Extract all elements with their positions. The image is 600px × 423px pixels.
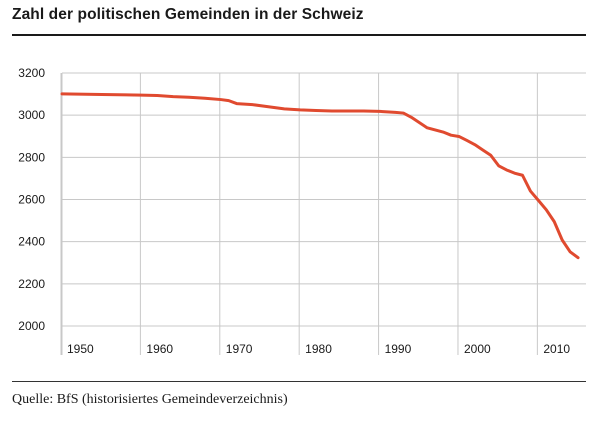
chart-grid xyxy=(60,72,586,355)
y-tick-label: 3200 xyxy=(18,66,45,80)
line-chart: 2000 2200 2400 2600 2800 3000 3200 1950 1960 197… xyxy=(18,66,586,356)
y-tick-label: 2800 xyxy=(18,150,45,164)
y-tick-label: 3000 xyxy=(18,108,45,122)
x-tick-label: 1970 xyxy=(226,342,253,356)
y-tick-label: 2200 xyxy=(18,277,45,291)
x-tick-label: 1960 xyxy=(146,342,173,356)
source-divider xyxy=(12,381,586,382)
title-divider xyxy=(12,34,586,36)
chart-series xyxy=(60,92,580,260)
y-tick-label: 2000 xyxy=(18,319,45,333)
source-note: Quelle: BfS (historisiertes Gemeindeverz… xyxy=(12,392,288,407)
x-tick-label: 2010 xyxy=(543,342,570,356)
x-tick-label: 2000 xyxy=(464,342,491,356)
x-tick-label: 1980 xyxy=(305,342,332,356)
chart-title: Zahl der politischen Gemeinden in der Sc… xyxy=(12,6,364,23)
y-axis-ticks: 2000 2200 2400 2600 2800 3000 3200 xyxy=(18,66,45,333)
series-line xyxy=(60,92,580,260)
x-axis-ticks: 1950 1960 1970 1980 1990 2000 2010 xyxy=(67,342,570,356)
x-tick-label: 1990 xyxy=(385,342,412,356)
y-tick-label: 2600 xyxy=(18,193,45,207)
y-tick-label: 2400 xyxy=(18,235,45,249)
x-tick-label: 1950 xyxy=(67,342,94,356)
